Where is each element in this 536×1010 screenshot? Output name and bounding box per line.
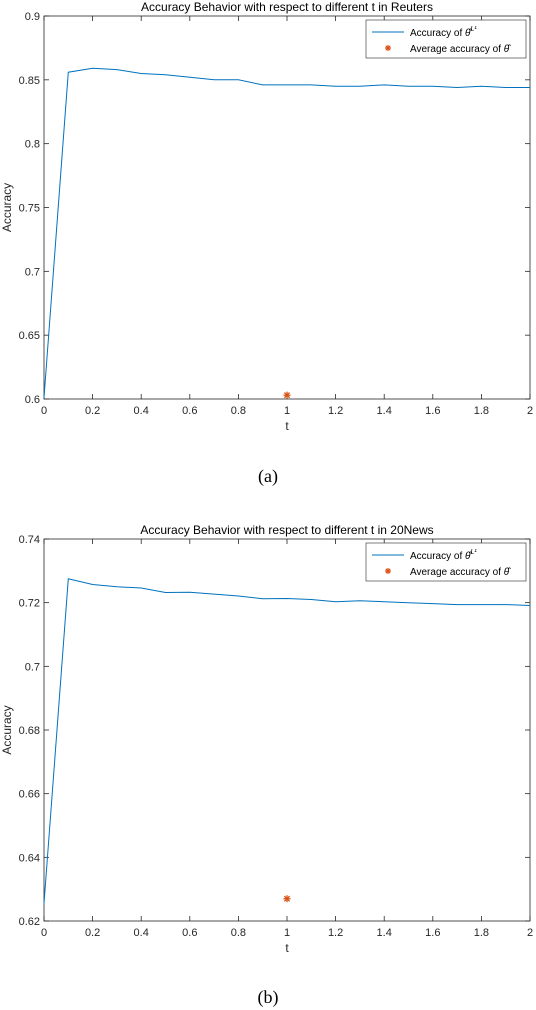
x-tick-label: 1.2	[328, 405, 343, 417]
y-tick-label: 0.66	[19, 789, 40, 801]
legend-entry-label: Average accuracy of θ̂	[410, 43, 511, 55]
y-tick-label: 0.6	[25, 394, 40, 406]
plot-area-frame	[43, 538, 531, 922]
y-tick-label: 0.68	[19, 725, 40, 737]
caption-a: (a)	[258, 466, 278, 486]
chart-title: Accuracy Behavior with respect to differ…	[141, 0, 433, 14]
y-tick-label: 0.72	[19, 598, 40, 610]
x-tick-label: 1.8	[474, 405, 489, 417]
marker-stroke	[385, 45, 391, 51]
chart-panel-b: Accuracy Behavior with respect to differ…	[0, 520, 536, 1010]
legend-entry-label: Accuracy of θ̂L¹	[410, 26, 477, 39]
y-axis-label: Accuracy	[0, 183, 14, 232]
legend-box	[365, 19, 527, 59]
chart-reuters: Accuracy Behavior with respect to differ…	[0, 0, 533, 433]
chart-panel-a: Accuracy Behavior with respect to differ…	[0, 0, 533, 433]
legend-entry-label: Accuracy of θ̂L¹	[410, 549, 477, 562]
plot-area-frame	[43, 15, 531, 400]
x-tick-label: 1	[284, 405, 290, 417]
legend-marker-average	[385, 568, 391, 574]
y-tick-label: 0.65	[19, 330, 40, 342]
x-tick-label: 0.6	[182, 927, 197, 939]
marker-stroke	[283, 392, 291, 399]
legend-marker-average	[385, 45, 391, 51]
x-axis-label: t	[285, 419, 289, 433]
x-tick-label: 2	[527, 927, 533, 939]
x-tick-label: 2	[527, 405, 533, 417]
chart-20news: Accuracy Behavior with respect to differ…	[0, 523, 533, 955]
series-marker-average-accuracy	[283, 391, 291, 399]
y-tick-label: 0.64	[19, 852, 40, 864]
x-tick-label: 0.2	[85, 405, 100, 417]
legend-box	[365, 542, 527, 582]
x-tick-label: 0	[41, 405, 47, 417]
x-tick-label: 1.6	[425, 927, 440, 939]
y-tick-label: 0.75	[19, 203, 40, 215]
x-tick-label: 1.4	[377, 927, 392, 939]
y-tick-label: 0.8	[25, 139, 40, 151]
y-tick-label: 0.7	[25, 661, 40, 673]
y-axis-label: Accuracy	[0, 705, 14, 754]
y-tick-label: 0.9	[25, 11, 40, 23]
series-marker-average-accuracy	[283, 895, 291, 903]
x-tick-label: 0.2	[85, 927, 100, 939]
x-tick-label: 0.6	[182, 405, 197, 417]
x-tick-label: 1.2	[328, 927, 343, 939]
series-line-accuracy-l1	[43, 67, 530, 398]
x-tick-label: 0.8	[231, 927, 246, 939]
x-tick-label: 1.4	[377, 405, 392, 417]
y-tick-label: 0.62	[19, 916, 40, 928]
x-tick-label: 1	[284, 927, 290, 939]
caption-b: (b)	[257, 987, 279, 1007]
y-tick-label: 0.74	[19, 534, 40, 546]
x-tick-label: 1.8	[474, 927, 489, 939]
legend: Accuracy of θ̂L¹ Average accuracy of θ̂	[365, 19, 527, 59]
marker-stroke	[283, 895, 291, 902]
marker-stroke	[385, 568, 391, 574]
x-axis-label: t	[285, 941, 289, 955]
chart-title: Accuracy Behavior with respect to differ…	[140, 523, 433, 537]
x-tick-label: 0.4	[134, 405, 149, 417]
legend: Accuracy of θ̂L¹ Average accuracy of θ̂	[365, 542, 527, 582]
series-line-accuracy-l1	[43, 578, 531, 904]
legend-entry-label: Average accuracy of θ̂	[410, 566, 511, 578]
x-tick-label: 1.6	[425, 405, 440, 417]
y-tick-label: 0.7	[25, 266, 40, 278]
x-tick-label: 0.4	[134, 927, 149, 939]
x-tick-label: 0.8	[231, 405, 246, 417]
x-tick-label: 0	[41, 927, 47, 939]
y-tick-label: 0.85	[19, 75, 40, 87]
